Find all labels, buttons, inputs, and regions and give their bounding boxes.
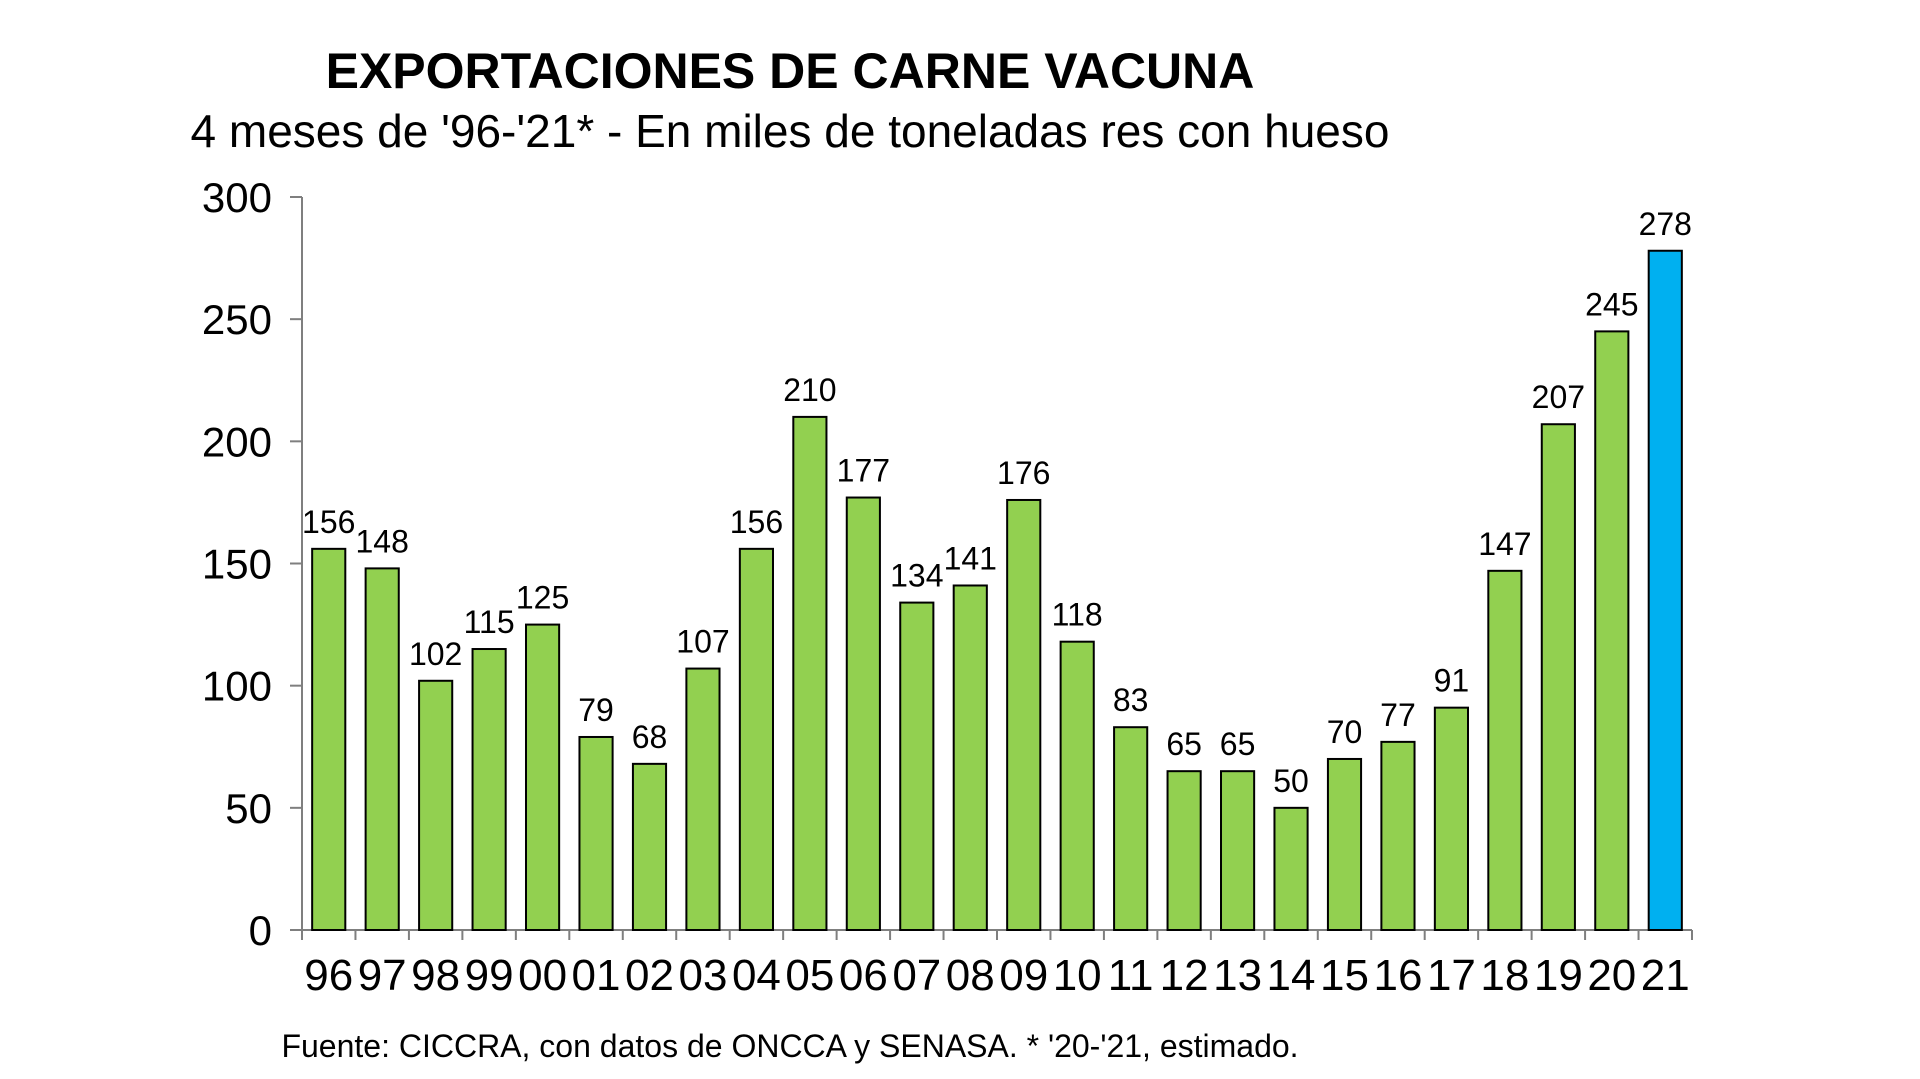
y-tick-label: 250 [202,296,272,343]
source-note: Fuente: CICCRA, con datos de ONCCA y SEN… [281,1028,1299,1064]
y-tick-label: 100 [202,663,272,710]
bar-19 [1540,423,1576,931]
x-tick-label-17: 17 [1427,951,1476,1000]
x-tick-label-20: 20 [1587,951,1636,1000]
bar-13 [1220,770,1256,932]
x-tick-label-02: 02 [625,951,674,1000]
bar-21 [1647,249,1683,931]
x-tick-label-03: 03 [678,951,727,1000]
bar-07 [899,601,935,931]
data-label-16: 77 [1380,697,1416,733]
x-tick-label-14: 14 [1267,951,1316,1000]
bar-01 [578,735,614,932]
bar-00 [525,623,561,931]
y-tick-label: 0 [249,907,272,954]
x-tick-label-01: 01 [572,951,621,1000]
bar-15 [1326,757,1363,932]
x-tick-label-04: 04 [732,951,781,1000]
bar-96 [311,547,347,932]
x-tick-label-05: 05 [785,951,834,1000]
bar-12 [1166,770,1202,932]
data-label-97: 148 [355,523,408,559]
bar-11 [1113,726,1149,931]
data-label-03: 107 [676,624,729,660]
data-label-17: 91 [1434,663,1470,699]
data-label-15: 70 [1327,714,1363,750]
bar-08 [952,584,988,931]
x-tick-label-16: 16 [1373,951,1422,1000]
x-tick-label-10: 10 [1053,951,1102,1000]
bar-14 [1273,806,1309,931]
bar-02 [631,762,668,931]
data-label-98: 102 [409,636,462,672]
x-tick-label-06: 06 [839,951,888,1000]
chart-title: EXPORTACIONES DE CARNE VACUNA [325,43,1255,99]
bar-10 [1059,640,1095,931]
bar-97 [364,567,400,931]
data-label-00: 125 [516,580,569,616]
x-tick-label-96: 96 [304,951,353,1000]
bar-16 [1380,740,1416,932]
bars [311,249,1683,932]
x-tick-label-18: 18 [1480,951,1529,1000]
data-label-99: 115 [464,604,515,640]
bar-99 [471,648,507,931]
data-label-18: 147 [1478,526,1531,562]
x-tick-label-00: 00 [518,951,567,1000]
data-label-08: 141 [944,540,997,576]
x-tick-label-98: 98 [411,951,460,1000]
x-tick-label-19: 19 [1534,951,1583,1000]
y-tick-label: 200 [202,418,272,465]
bar-17 [1433,706,1469,932]
bar-06 [845,496,881,931]
bar-98 [418,679,454,932]
data-label-11: 83 [1113,682,1149,718]
data-label-20: 245 [1585,286,1638,322]
bar-09 [1006,498,1042,931]
data-label-10: 118 [1052,597,1103,633]
x-tick-label-21: 21 [1641,951,1690,1000]
x-tick-label-15: 15 [1320,951,1369,1000]
bar-20 [1594,330,1630,931]
data-label-09: 176 [997,455,1050,491]
data-label-13: 65 [1220,726,1256,762]
bar-18 [1487,569,1523,932]
data-label-19: 207 [1532,379,1585,415]
data-label-06: 177 [837,453,890,489]
data-label-14: 50 [1273,763,1309,799]
axes: 0 50 100 150 200 250 300 96 97 98 99 00 01 02 03 04 05 06… [202,174,1693,1000]
x-tick-label-97: 97 [358,951,407,1000]
y-tick-label: 50 [225,785,272,832]
x-tick-label-99: 99 [465,951,514,1000]
data-label-04: 156 [730,504,783,540]
x-tick-label-07: 07 [892,951,941,1000]
x-tick-label-11: 11 [1108,951,1154,1000]
data-label-07: 134 [890,558,943,594]
data-label-01: 79 [578,692,614,728]
bar-03 [685,667,721,932]
chart-subtitle: 4 meses de '96-'21* - En miles de tonela… [190,105,1390,157]
x-tick-label-09: 09 [999,951,1048,1000]
bar-05 [792,415,828,931]
x-tick-label-13: 13 [1213,951,1262,1000]
y-tick-label: 300 [202,174,272,221]
data-label-21: 278 [1639,206,1692,242]
data-label-12: 65 [1166,726,1202,762]
data-label-02: 68 [632,719,668,755]
data-label-96: 156 [302,504,355,540]
x-tick-label-12: 12 [1160,951,1209,1000]
bar-04 [738,547,774,932]
x-tick-label-08: 08 [946,951,995,1000]
data-label-05: 210 [783,372,836,408]
y-tick-label: 150 [202,541,272,588]
